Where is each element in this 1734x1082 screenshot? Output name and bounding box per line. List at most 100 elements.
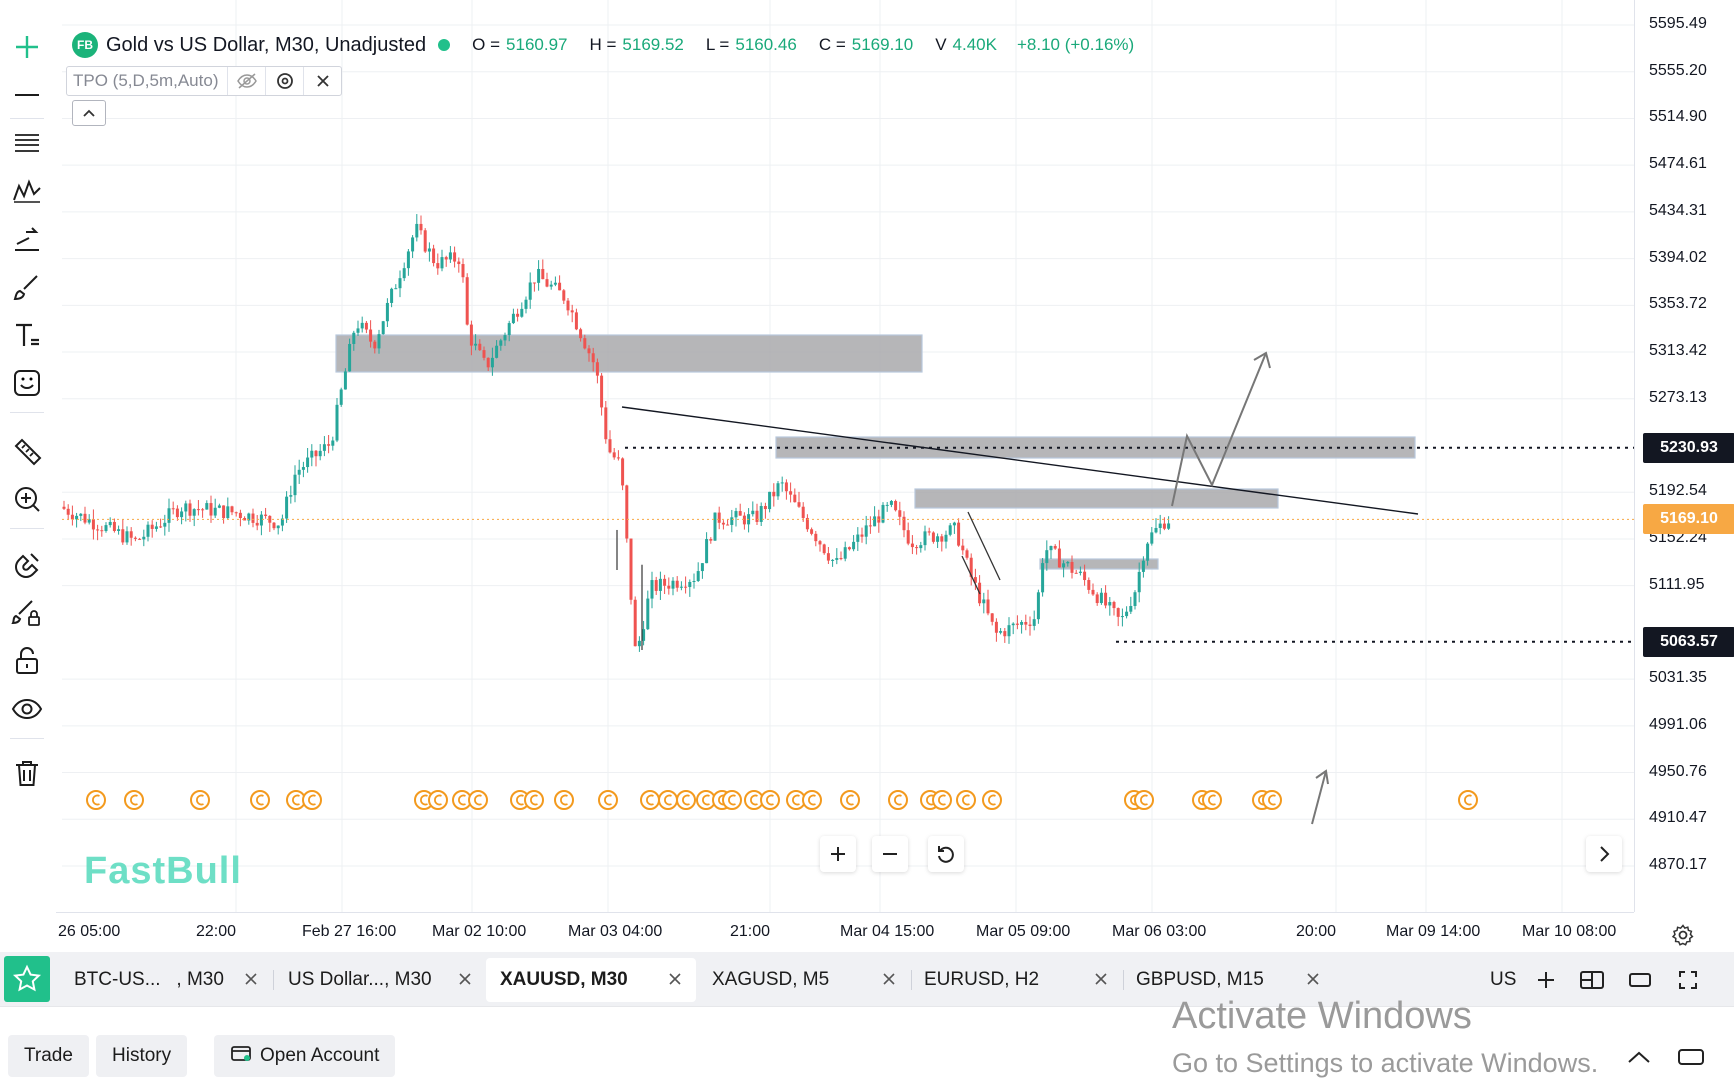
- economic-event-marker: [786, 790, 806, 810]
- pattern-icon[interactable]: [6, 170, 48, 212]
- candle-body: [385, 302, 389, 322]
- candle-body: [621, 458, 625, 486]
- candle-body: [1078, 571, 1082, 573]
- ohlc-low: L = 5160.46: [705, 35, 797, 54]
- indicator-pill[interactable]: TPO (5,D,5m,Auto): [66, 66, 342, 96]
- candle-body: [889, 500, 893, 505]
- candle-body: [343, 371, 347, 390]
- candle-body: [432, 248, 436, 264]
- zoom-in-button[interactable]: [820, 836, 856, 872]
- economic-event-marker: [760, 790, 780, 810]
- candle-body: [1032, 619, 1036, 626]
- candle-body: [692, 581, 696, 583]
- candle-body: [810, 529, 814, 534]
- trend-line: [621, 406, 1419, 515]
- candle-body: [961, 545, 965, 551]
- candle-body: [75, 515, 79, 520]
- candle-body: [562, 290, 566, 301]
- candle-body: [62, 506, 66, 509]
- symbol-title[interactable]: Gold vs US Dollar, M30, Unadjusted: [106, 33, 427, 56]
- text-icon[interactable]: [6, 314, 48, 356]
- candle-body: [1041, 563, 1045, 593]
- ohlc-volume: V 4.40K: [935, 35, 997, 54]
- chart-tab[interactable]: XAGUSD, M5: [698, 958, 910, 1002]
- time-axis-label: Feb 27 16:00: [302, 923, 397, 940]
- new-tab-plus-icon[interactable]: [1530, 964, 1562, 996]
- unlock-icon[interactable]: [6, 640, 48, 682]
- close-tab-icon[interactable]: [242, 970, 260, 988]
- chart-tab[interactable]: US Dollar..., M30: [274, 958, 486, 1002]
- price-axis-label: 5111.95: [1649, 575, 1705, 593]
- favorites-star-icon[interactable]: [4, 956, 50, 1002]
- candle-body: [793, 494, 797, 503]
- layout-grid-icon[interactable]: [1576, 964, 1608, 996]
- trash-icon[interactable]: [6, 752, 48, 794]
- remove-indicator-icon[interactable]: [303, 67, 341, 95]
- candle-body: [881, 504, 885, 523]
- candle-body: [167, 508, 171, 523]
- candle-body: [478, 343, 482, 351]
- time-axis[interactable]: 26 05:00 22:00 Feb 27 16:00 Mar 02 10:00 Mar…: [56, 912, 1634, 952]
- forecast-icon[interactable]: [6, 218, 48, 260]
- panel-window-icon[interactable]: [1674, 1040, 1708, 1074]
- ruler-icon[interactable]: [6, 430, 48, 472]
- candle-body: [839, 558, 843, 560]
- expand-panel-chevron-icon[interactable]: [1622, 1040, 1656, 1074]
- emoji-icon[interactable]: [6, 362, 48, 404]
- candle-body: [499, 340, 503, 346]
- reset-chart-button[interactable]: [928, 836, 964, 872]
- indicator-settings-icon[interactable]: [265, 67, 303, 95]
- candle-body: [87, 519, 91, 523]
- close-tab-icon[interactable]: [1092, 970, 1110, 988]
- trade-button[interactable]: Trade: [8, 1035, 89, 1077]
- diagonal-line: [961, 555, 981, 595]
- chart-tab[interactable]: XAUUSD, M30: [486, 958, 696, 1002]
- horizontal-line-icon[interactable]: [6, 74, 48, 116]
- chart-tab[interactable]: GBPUSD, M15: [1122, 958, 1334, 1002]
- hide-indicator-icon[interactable]: [227, 67, 265, 95]
- candle-body: [129, 531, 133, 538]
- chart-tab[interactable]: EURUSD, H2: [910, 958, 1122, 1002]
- candle-body: [671, 580, 675, 589]
- candle-body: [852, 541, 856, 550]
- close-tab-icon[interactable]: [880, 970, 898, 988]
- crosshair-icon[interactable]: [6, 26, 48, 68]
- chart-settings-gear-icon[interactable]: [1666, 918, 1700, 952]
- candle-body: [1104, 592, 1108, 606]
- candle-body: [1024, 622, 1028, 625]
- economic-event-marker: [658, 790, 678, 810]
- chart-tab[interactable]: BTC-US... , M30: [60, 958, 272, 1002]
- candle-body: [768, 491, 772, 510]
- history-button[interactable]: History: [96, 1035, 188, 1077]
- scroll-to-realtime-button[interactable]: [1586, 836, 1622, 872]
- candle-body: [1112, 602, 1116, 609]
- candle-body: [700, 563, 704, 572]
- collapse-legend-button[interactable]: [72, 100, 106, 126]
- close-tab-icon[interactable]: [666, 970, 684, 988]
- price-chart[interactable]: [62, 0, 1634, 912]
- candle-body: [83, 513, 87, 523]
- zoom-in-icon[interactable]: [6, 478, 48, 520]
- economic-event-marker: [956, 790, 976, 810]
- window-icon[interactable]: [1624, 964, 1656, 996]
- economic-event-marker: [840, 790, 860, 810]
- open-account-button[interactable]: Open Account: [214, 1035, 396, 1077]
- economic-event-marker: [414, 790, 434, 810]
- zoom-out-button[interactable]: [872, 836, 908, 872]
- price-axis[interactable]: 5595.49 5555.20 5514.90 5474.61 5434.31 5394.…: [1634, 0, 1734, 912]
- magnet-icon[interactable]: [6, 544, 48, 586]
- price-axis-label: 5394.02: [1649, 248, 1707, 266]
- candle-body: [259, 514, 263, 526]
- candle-body: [1074, 572, 1078, 574]
- close-tab-icon[interactable]: [1304, 970, 1322, 988]
- eye-icon[interactable]: [6, 688, 48, 730]
- fib-lines-icon[interactable]: [6, 122, 48, 164]
- close-tab-icon[interactable]: [456, 970, 474, 988]
- lock-drawing-icon[interactable]: [6, 592, 48, 634]
- candle-body: [180, 511, 184, 518]
- brush-icon[interactable]: [6, 266, 48, 308]
- candle-body: [973, 577, 977, 583]
- more-tabs[interactable]: US: [1490, 969, 1517, 990]
- fullscreen-icon[interactable]: [1672, 964, 1704, 996]
- candle-body: [986, 599, 990, 614]
